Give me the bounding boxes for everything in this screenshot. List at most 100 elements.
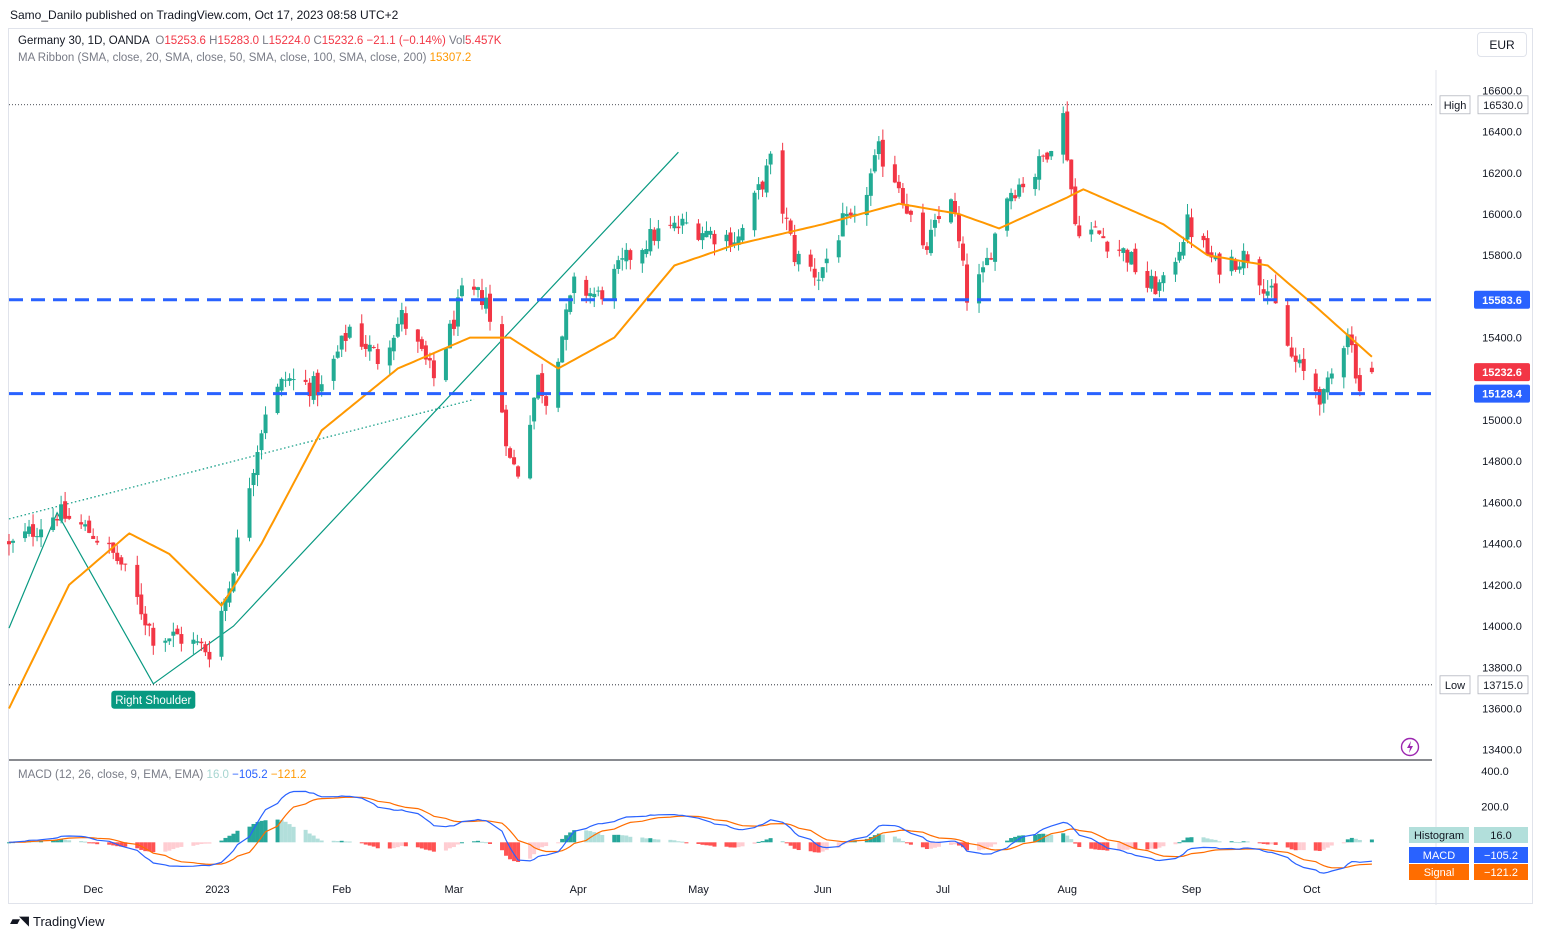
currency-button[interactable]: EUR [1477, 32, 1527, 57]
candle-up [1149, 275, 1154, 289]
candle-down [488, 293, 493, 322]
macd-histogram-bar [1285, 842, 1290, 848]
macd-histogram-bar [1077, 842, 1082, 848]
candle-down [1273, 283, 1278, 304]
candle-down [936, 216, 941, 219]
macd-histogram-bar [367, 842, 372, 846]
candle-up [275, 386, 280, 414]
macd-histogram-bar [219, 840, 224, 843]
macd-histogram-bar [572, 830, 577, 843]
macd-histogram-bar [600, 834, 605, 843]
macd-histogram-bar [712, 842, 717, 847]
macd-histogram-bar [51, 840, 56, 843]
ma-line-group [8, 188, 1373, 709]
macd-histogram-bar [395, 842, 400, 848]
time-axis[interactable]: Dec 2023 Feb Mar Apr May Jun Jul Aug Sep Oct [9, 759, 1432, 896]
macd-histogram-bar [1205, 838, 1210, 843]
candle-down [431, 360, 436, 379]
candle-up [560, 336, 565, 363]
candle-up [1229, 256, 1234, 272]
level-tag-high: High [1444, 100, 1467, 112]
macd-histogram-bar [708, 842, 713, 846]
lightning-icon-bolt [1407, 741, 1413, 753]
footer-brand[interactable]: ▰◥ TradingView [10, 913, 105, 929]
candle-up [59, 504, 64, 521]
macd-histogram-bar [255, 822, 260, 843]
candle-down [600, 290, 605, 300]
candle-down [207, 651, 212, 660]
candle-down [1217, 253, 1222, 275]
macd-histogram-bar [592, 832, 597, 843]
macd-histogram-bar [83, 841, 88, 843]
macd-histogram-bar [732, 842, 737, 848]
candle-down [1077, 225, 1082, 237]
annotations: Right Shoulder [111, 690, 1420, 757]
candle-down [427, 358, 432, 361]
candle-down [1117, 249, 1122, 251]
candle-down [892, 164, 897, 183]
candle-up [223, 598, 228, 612]
macd-histogram-bar [1149, 842, 1154, 849]
macd-histogram-bar [816, 842, 821, 853]
candle-up [1237, 266, 1242, 270]
macd-histogram-bar [752, 842, 757, 844]
macd-histogram-bar [391, 842, 396, 849]
macd-histogram-bar [1345, 839, 1350, 843]
symbol-name[interactable]: Germany 30, 1D, OANDA [18, 35, 150, 47]
annotation-box [111, 690, 196, 709]
candle-up [816, 279, 821, 281]
candle-up [932, 219, 937, 228]
candle-up [1089, 229, 1094, 235]
candle-up [1121, 248, 1126, 253]
time-tick-label: 2023 [205, 884, 229, 896]
candle-up [796, 253, 801, 265]
close-label: C [313, 35, 322, 47]
macd-histogram-bar [728, 842, 733, 848]
candle-up [528, 424, 533, 479]
candle-up [536, 374, 541, 399]
macd-histogram-bar [1061, 833, 1066, 843]
candle-up [985, 257, 990, 266]
price-tick-label: 13400.0 [1482, 745, 1522, 757]
macd-histogram-bar [39, 841, 44, 843]
candle-up [1269, 285, 1274, 288]
macd-histogram-bar [359, 842, 364, 844]
macd-histogram-bar [363, 842, 368, 845]
candle-down [668, 224, 673, 226]
macd-histogram-bar [508, 842, 513, 860]
candle-down [792, 235, 797, 263]
candle-down [151, 627, 156, 646]
macd-histogram-bar [307, 833, 312, 843]
macd-histogram-bar [1257, 842, 1262, 844]
time-tick-label: May [688, 884, 709, 896]
open-value: 15253.6 [164, 35, 206, 47]
candle-down [1353, 343, 1358, 379]
macd-tag-value-box [1474, 847, 1528, 863]
candle-up [624, 249, 629, 262]
macd-title[interactable]: MACD (12, 26, close, 9, EMA, EMA) [18, 769, 204, 781]
candle-up [1345, 334, 1350, 348]
candle-up [564, 309, 569, 340]
candle-down [1205, 238, 1210, 255]
macd-histogram-bar [640, 837, 645, 843]
macd-histogram-bar [195, 842, 200, 845]
time-tick-label: Feb [332, 884, 351, 896]
macd-histogram-bar [1037, 833, 1042, 843]
macd-tag-value: 16.0 [1490, 830, 1511, 842]
macd-histogram-bar [624, 835, 629, 843]
level-lines [9, 104, 1432, 686]
macd-histogram-bar [1157, 842, 1162, 848]
candle-down [1153, 276, 1158, 295]
ma-ribbon-title[interactable]: MA Ribbon (SMA, close, 20, SMA, close, 5… [18, 52, 427, 64]
macd-histogram-bar [147, 842, 152, 852]
price-axis[interactable]: High 16530.0 Low 13715.0 15583.6 15128.4 16600… [1435, 70, 1530, 905]
macd-histogram-bar [760, 841, 765, 843]
macd-histogram-bar [1089, 842, 1094, 849]
candle-down [848, 212, 853, 216]
ma-ribbon-legend: MA Ribbon (SMA, close, 20, SMA, close, 5… [18, 52, 471, 64]
macd-histogram-bar [79, 841, 84, 843]
candle-down [628, 250, 633, 260]
macd-histogram-bar [1173, 842, 1178, 845]
candle-up [824, 258, 829, 264]
